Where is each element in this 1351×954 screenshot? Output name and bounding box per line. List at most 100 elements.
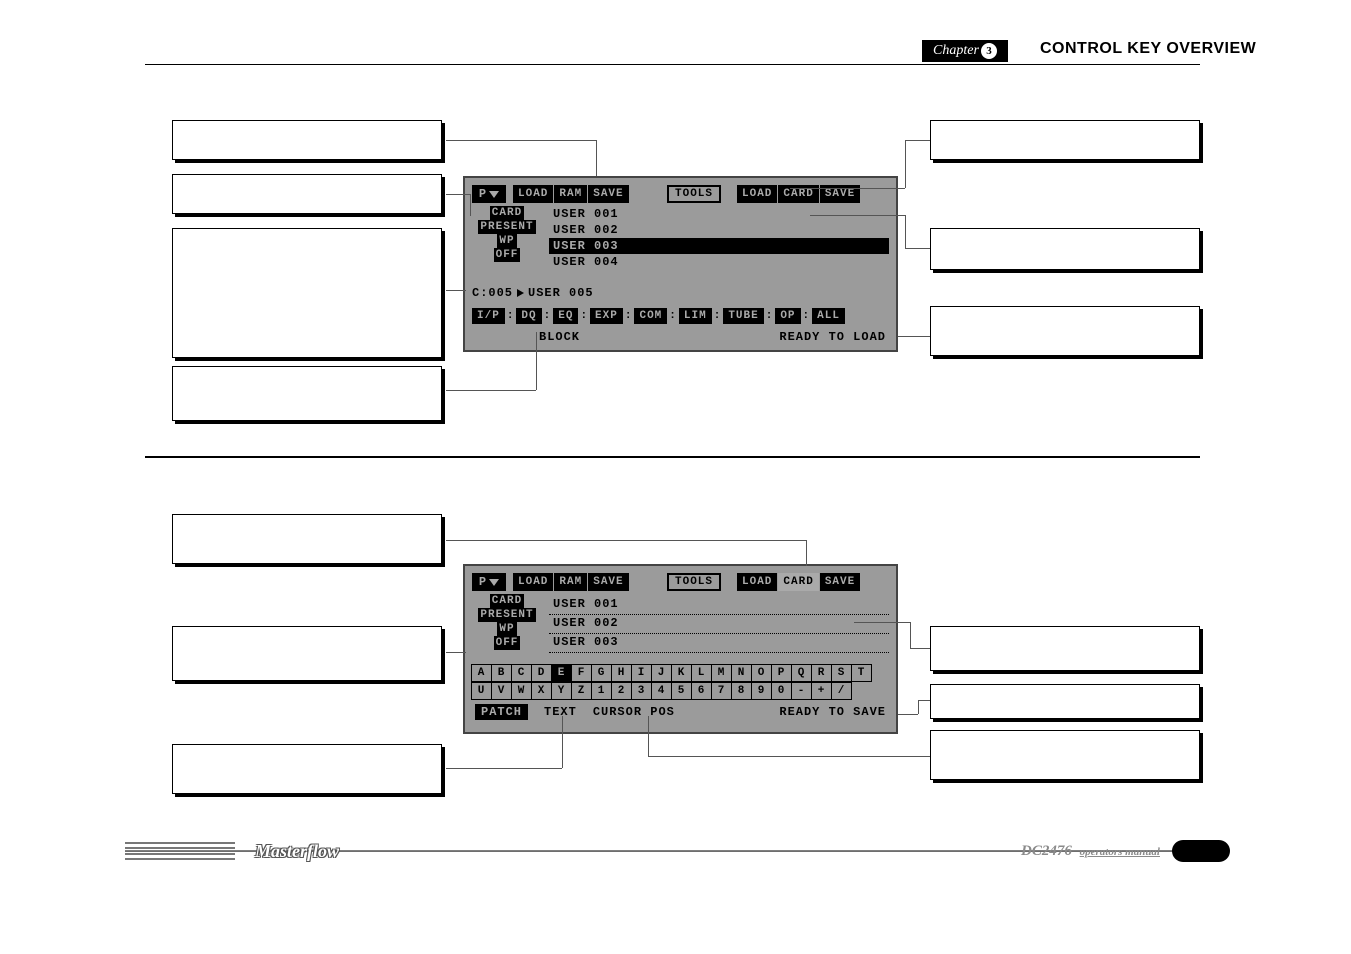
callout-box xyxy=(172,744,442,794)
block-op: OP xyxy=(775,308,800,324)
cursor-pos-label: C:005 xyxy=(472,286,513,300)
side-present: PRESENT xyxy=(478,608,535,622)
leader-line xyxy=(810,215,905,216)
leader-line xyxy=(446,290,466,291)
side-present: PRESENT xyxy=(478,220,535,234)
footer-cap-icon xyxy=(1172,840,1230,862)
leader-line xyxy=(910,648,930,649)
callout-box xyxy=(930,626,1200,671)
pv-label: P xyxy=(479,575,487,589)
tab-load-ram: LOAD xyxy=(513,573,554,591)
tab-card-selected: CARD xyxy=(778,573,819,591)
callout-box xyxy=(172,366,442,421)
tab-group-left: LOAD RAM SAVE xyxy=(513,185,630,203)
leader-line xyxy=(918,700,919,714)
status-text: TEXT xyxy=(544,705,577,719)
side-off: OFF xyxy=(494,636,521,650)
lcd-inner: P LOAD RAM SAVE TOOLS LOAD CARD SAVE CAR… xyxy=(469,182,892,346)
alpha-cell: U xyxy=(471,682,492,700)
tab-load-ram: LOAD xyxy=(513,185,554,203)
list-item: USER 002 xyxy=(549,222,889,238)
page-indicator: P xyxy=(472,573,506,591)
alpha-cell: I xyxy=(631,664,652,682)
cursor-user: USER 005 xyxy=(528,286,594,300)
footer-model-sub: operators manual xyxy=(1080,846,1160,858)
block-all: ALL xyxy=(812,308,845,324)
leader-line xyxy=(446,140,596,141)
alpha-cell: M xyxy=(711,664,732,682)
alpha-cell: 4 xyxy=(651,682,672,700)
tab-group-mid: TOOLS xyxy=(667,573,721,591)
leader-line xyxy=(596,140,597,176)
tab-save-card: SAVE xyxy=(820,573,861,591)
leader-line xyxy=(806,540,807,566)
callout-box xyxy=(930,730,1200,780)
footer-brand: Masterflow xyxy=(255,841,339,862)
block-exp: EXP xyxy=(590,308,623,324)
leader-line xyxy=(446,194,470,195)
page-title: CONTROL KEY OVERVIEW xyxy=(1040,40,1256,58)
alpha-cell: 5 xyxy=(671,682,692,700)
alpha-cell: A xyxy=(471,664,492,682)
chapter-word: Chapter xyxy=(933,43,979,59)
alpha-row-2: U V W X Y Z 1 2 3 4 5 6 7 8 9 0 - xyxy=(472,682,872,700)
alpha-cell: G xyxy=(591,664,612,682)
leader-line xyxy=(562,716,563,768)
callout-box xyxy=(172,174,442,214)
leader-line xyxy=(790,188,905,189)
alpha-cell: N xyxy=(731,664,752,682)
alpha-cell: J xyxy=(651,664,672,682)
tab-save-ram: SAVE xyxy=(588,573,629,591)
chevron-down-icon xyxy=(489,191,499,198)
alpha-cell: V xyxy=(491,682,512,700)
tab-save-ram: SAVE xyxy=(588,185,629,203)
callout-box xyxy=(172,228,442,358)
callout-box xyxy=(930,684,1200,719)
alpha-cell: 0 xyxy=(771,682,792,700)
leader-line xyxy=(898,336,930,337)
side-status: CARD PRESENT WP OFF xyxy=(472,594,542,650)
tab-tools: TOOLS xyxy=(667,573,721,591)
lcd-screen-save: P LOAD RAM SAVE TOOLS LOAD CARD SAVE CAR… xyxy=(463,564,898,734)
callout-box xyxy=(930,120,1200,160)
alpha-cell: 3 xyxy=(631,682,652,700)
side-card: CARD xyxy=(490,594,524,608)
alpha-cell: Y xyxy=(551,682,572,700)
leader-line xyxy=(446,652,466,653)
leader-line xyxy=(648,716,649,756)
alpha-cell: Q xyxy=(791,664,812,682)
callout-box xyxy=(172,514,442,564)
side-off: OFF xyxy=(494,248,521,262)
leader-line xyxy=(910,622,911,648)
callout-box xyxy=(930,306,1200,356)
list-item: USER 003 xyxy=(549,634,889,653)
footer-grip-icon xyxy=(125,842,235,860)
callout-box xyxy=(930,228,1200,270)
footer-model-num: DC2476 xyxy=(1021,843,1072,859)
leader-line xyxy=(905,140,930,141)
leader-line xyxy=(918,700,930,701)
side-wp: WP xyxy=(497,234,516,248)
section-divider xyxy=(145,456,1200,458)
pv-label: P xyxy=(479,187,487,201)
page-indicator: P xyxy=(472,185,506,203)
tab-ram: RAM xyxy=(554,185,588,203)
list-item: USER 002 xyxy=(549,615,889,634)
tab-load-card: LOAD xyxy=(737,185,778,203)
alpha-cell: X xyxy=(531,682,552,700)
chapter-number: 3 xyxy=(981,43,997,59)
alpha-row-1: A B C D E F G H I J K L M N O P Q xyxy=(472,664,872,682)
status-cursor: CURSOR POS xyxy=(593,705,675,719)
block-chain: I/P: DQ: EQ: EXP: COM: LIM: TUBE: OP: AL… xyxy=(472,308,845,324)
tab-tools: TOOLS xyxy=(667,185,721,203)
alpha-cell: D xyxy=(531,664,552,682)
block-lim: LIM xyxy=(679,308,712,324)
callout-box xyxy=(172,120,442,160)
list-item: USER 001 xyxy=(549,596,889,615)
alpha-cell: / xyxy=(831,682,852,700)
alpha-cell: 7 xyxy=(711,682,732,700)
leader-line xyxy=(905,248,930,249)
side-wp: WP xyxy=(497,622,516,636)
side-card: CARD xyxy=(490,206,524,220)
lcd-inner: P LOAD RAM SAVE TOOLS LOAD CARD SAVE CAR… xyxy=(469,570,892,728)
